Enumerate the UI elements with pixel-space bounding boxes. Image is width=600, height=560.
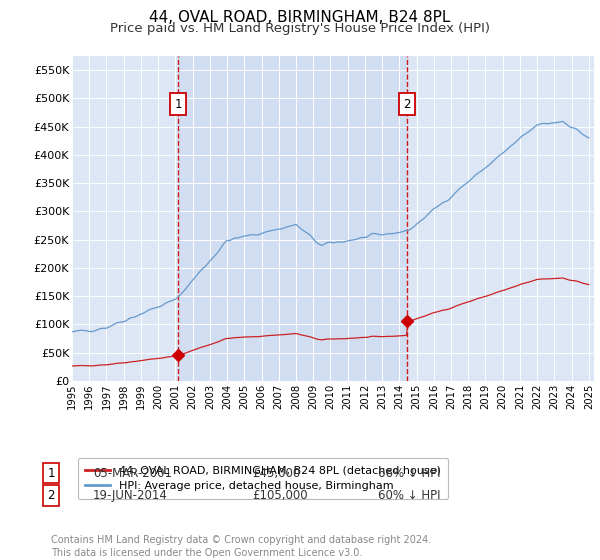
Legend: 44, OVAL ROAD, BIRMINGHAM, B24 8PL (detached house), HPI: Average price, detache: 44, OVAL ROAD, BIRMINGHAM, B24 8PL (deta… <box>77 458 448 499</box>
Text: 19-JUN-2014: 19-JUN-2014 <box>93 489 168 502</box>
Text: Price paid vs. HM Land Registry's House Price Index (HPI): Price paid vs. HM Land Registry's House … <box>110 22 490 35</box>
Text: £45,000: £45,000 <box>252 466 300 480</box>
Text: 05-MAR-2001: 05-MAR-2001 <box>93 466 172 480</box>
Text: 60% ↓ HPI: 60% ↓ HPI <box>378 489 440 502</box>
Bar <box>178 56 407 381</box>
Text: Contains HM Land Registry data © Crown copyright and database right 2024.
This d: Contains HM Land Registry data © Crown c… <box>51 535 431 558</box>
Text: 1: 1 <box>47 466 55 480</box>
Text: 1: 1 <box>175 97 182 110</box>
Text: 44, OVAL ROAD, BIRMINGHAM, B24 8PL: 44, OVAL ROAD, BIRMINGHAM, B24 8PL <box>149 10 451 25</box>
Text: 2: 2 <box>47 489 55 502</box>
Text: £105,000: £105,000 <box>252 489 308 502</box>
Text: 66% ↓ HPI: 66% ↓ HPI <box>378 466 440 480</box>
Text: 2: 2 <box>404 97 411 110</box>
